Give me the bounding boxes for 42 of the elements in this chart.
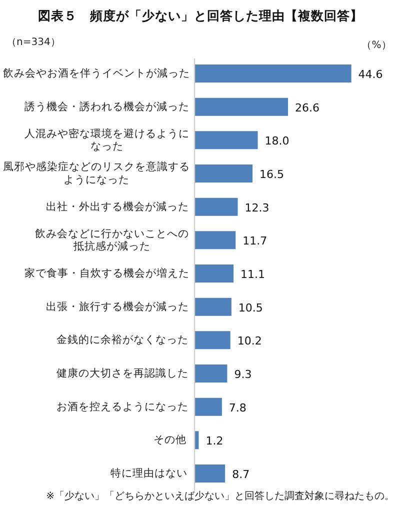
data-label: 11.7 xyxy=(242,234,268,248)
bar xyxy=(194,464,226,482)
bar xyxy=(194,64,352,82)
data-label: 16.5 xyxy=(260,168,284,181)
bar xyxy=(194,231,236,250)
text: ※「少ない」「どちらかといえば少ない」と回答した調査対象に尋ねたもの。 xyxy=(46,490,395,502)
y-tick-label: 健康の大切さを再認識した xyxy=(56,366,188,380)
data-label: 10.5 xyxy=(238,301,263,314)
data-label: 8.7 xyxy=(232,468,250,481)
y-tick-label: 飲み会などに行かないことへの抵抗感が減った xyxy=(35,228,189,252)
text: （n=334） xyxy=(6,37,60,48)
bar xyxy=(194,331,230,350)
y-tick-label: 出張・旅行する機会が減った xyxy=(46,300,189,313)
data-label: 10.2 xyxy=(237,334,262,348)
data-label: 9.3 xyxy=(234,368,252,381)
y-tick-label: 家で食事・自炊する機会が増えた xyxy=(24,266,190,280)
bar xyxy=(194,198,238,216)
bar xyxy=(194,264,234,282)
y-tick-label: 特に理由はない xyxy=(110,466,188,480)
data-label: 44.6 xyxy=(358,68,383,81)
x-axis-title: （%） xyxy=(362,40,392,51)
bar xyxy=(194,131,258,150)
bar xyxy=(194,364,228,382)
y-tick-label: 飲み会やお酒を伴うイベントが減った xyxy=(2,66,190,80)
y-tick-label: お酒を控えるようになった xyxy=(56,400,188,413)
y-tick-label: その他 xyxy=(153,434,186,446)
bar xyxy=(194,398,222,416)
y-tick-label: 金銭的に余裕がなくなった xyxy=(56,333,188,346)
y-tick-label: 誘う機会・誘われる機会が減った xyxy=(24,100,190,113)
chart-title: 図表５ 頻度が「少ない」と回答した理由【複数回答】 xyxy=(38,8,363,23)
y-tick-label: 出社・外出する機会が減った xyxy=(46,200,189,213)
bar xyxy=(194,298,232,316)
y-tick-label: 人混みや密な環境を避けるようになった xyxy=(24,126,190,152)
y-tick-label: 風邪や感染症などのリスクを意識するようになった xyxy=(2,160,190,186)
bar xyxy=(194,98,288,116)
data-label: 7.8 xyxy=(228,401,246,414)
data-label: 12.3 xyxy=(244,201,270,214)
data-label: 1.2 xyxy=(206,434,224,448)
bar xyxy=(194,164,253,182)
data-label: 18.0 xyxy=(264,134,290,148)
data-label: 26.6 xyxy=(295,101,320,114)
data-label: 11.1 xyxy=(240,268,266,281)
